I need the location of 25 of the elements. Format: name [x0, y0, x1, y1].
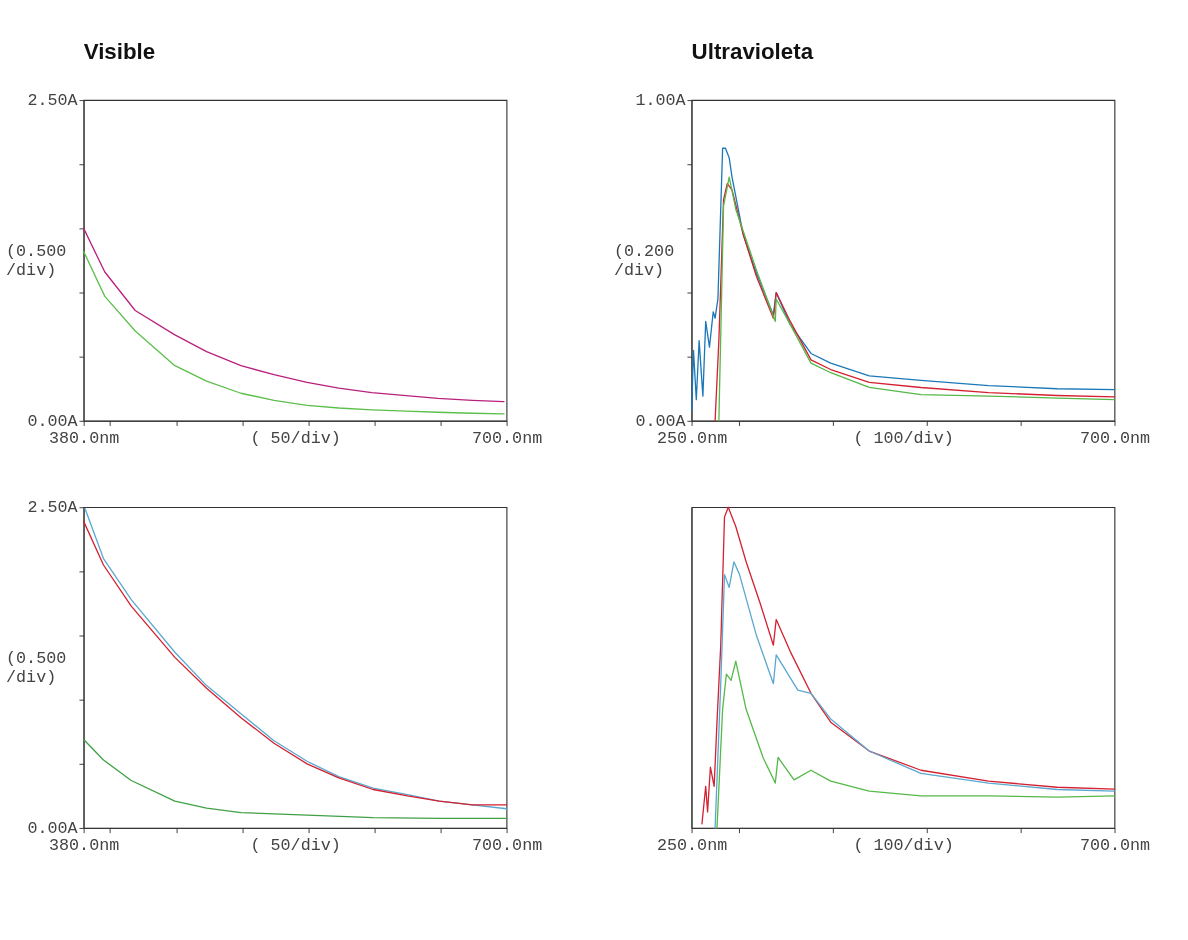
y-tick-label: 2.50A: [27, 91, 79, 111]
y-tick-label: 2.50A: [27, 498, 79, 518]
y-axis-title: (0.500 /div): [6, 649, 67, 688]
chart-title: Visible: [83, 39, 156, 65]
line-series: [83, 227, 505, 403]
y-tick-label: 0.00A: [27, 411, 79, 431]
x-tick-label: 700.0nm: [1079, 428, 1151, 448]
y-axis-title: (0.200 /div): [613, 242, 675, 280]
x-tick-label: 700.0nm: [1079, 835, 1151, 855]
x-tick-label: 380.0nm: [49, 428, 120, 448]
y-tick-label: 1.00A: [635, 91, 687, 111]
x-axis-title: ( 50/div): [250, 835, 341, 855]
x-tick-label: 250.0nm: [656, 428, 728, 448]
line-series: [83, 738, 508, 820]
x-tick-label: 700.0nm: [471, 428, 543, 448]
line-series: [690, 147, 1116, 412]
line-series: [83, 250, 505, 415]
x-axis-title: ( 100/div): [853, 835, 954, 855]
x-tick-label: 700.0nm: [471, 835, 543, 855]
y-axis-title: (0.500 /div): [6, 242, 67, 280]
chart-title: Ultravioleta: [691, 39, 814, 65]
y-tick-label: 0.00A: [635, 411, 687, 431]
x-axis-title: ( 100/div): [853, 428, 954, 448]
x-axis-title: ( 50/div): [250, 428, 341, 448]
x-tick-label: 250.0nm: [656, 835, 728, 855]
